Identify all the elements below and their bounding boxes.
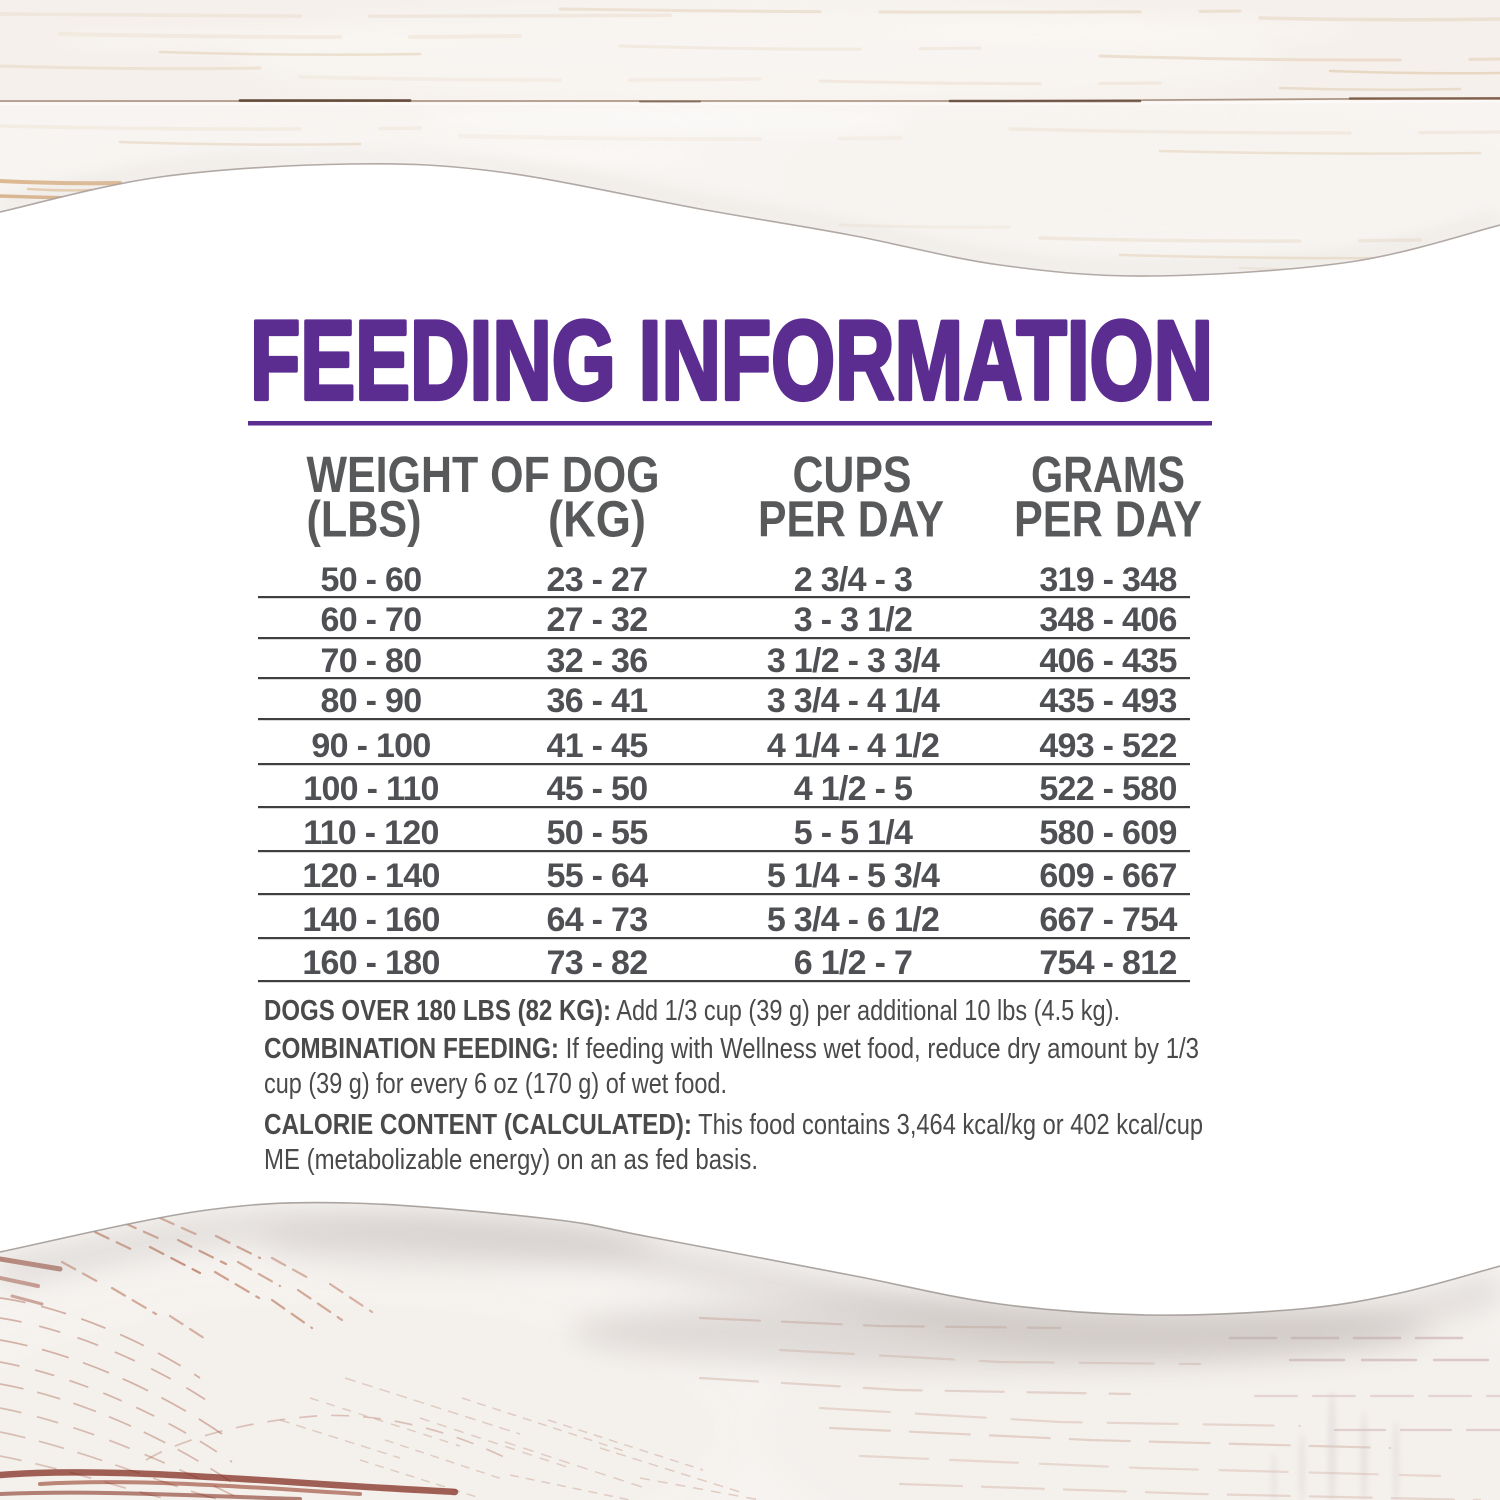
svg-text:319 - 348: 319 - 348 (1039, 561, 1176, 599)
svg-text:50 - 55: 50 - 55 (547, 814, 648, 852)
svg-text:cup (39 g) for every 6 oz (170: cup (39 g) for every 6 oz (170 g) of wet… (264, 1068, 727, 1100)
svg-text:GRAMS: GRAMS (1031, 446, 1185, 503)
svg-text:64 - 73: 64 - 73 (547, 901, 648, 939)
svg-text:WEIGHT OF DOG: WEIGHT OF DOG (307, 446, 660, 503)
svg-text:493 - 522: 493 - 522 (1039, 727, 1176, 765)
svg-text:4 1/2 - 5: 4 1/2 - 5 (794, 770, 912, 808)
svg-text:522 - 580: 522 - 580 (1039, 770, 1176, 808)
svg-text:PER DAY: PER DAY (1014, 491, 1202, 548)
svg-text:90 - 100: 90 - 100 (311, 727, 430, 765)
svg-text:160 - 180: 160 - 180 (302, 944, 439, 982)
svg-text:70 - 80: 70 - 80 (321, 642, 422, 680)
svg-text:(KG): (KG) (548, 491, 646, 548)
svg-text:435 - 493: 435 - 493 (1039, 682, 1176, 720)
svg-text:(LBS): (LBS) (307, 491, 422, 548)
svg-text:23 - 27: 23 - 27 (547, 561, 648, 599)
svg-text:5 1/4 - 5 3/4: 5 1/4 - 5 3/4 (767, 857, 940, 895)
svg-text:80 - 90: 80 - 90 (321, 682, 422, 720)
svg-text:406 - 435: 406 - 435 (1039, 642, 1176, 680)
svg-text:3 - 3 1/2: 3 - 3 1/2 (794, 601, 912, 639)
svg-text:580 - 609: 580 - 609 (1039, 814, 1176, 852)
svg-text:667 - 754: 667 - 754 (1039, 901, 1177, 939)
svg-text:2 3/4 - 3: 2 3/4 - 3 (794, 561, 912, 599)
svg-text:41 - 45: 41 - 45 (547, 727, 648, 765)
svg-text:CUPS: CUPS (793, 446, 912, 503)
svg-text:609 - 667: 609 - 667 (1039, 857, 1176, 895)
svg-text:FEEDING INFORMATION: FEEDING INFORMATION (250, 297, 1213, 423)
svg-text:60 - 70: 60 - 70 (321, 601, 422, 639)
svg-text:55 - 64: 55 - 64 (547, 857, 649, 895)
svg-text:6 1/2 - 7: 6 1/2 - 7 (794, 944, 912, 982)
svg-text:100 - 110: 100 - 110 (303, 770, 439, 808)
svg-text:45 - 50: 45 - 50 (547, 770, 648, 808)
svg-text:3 1/2 - 3 3/4: 3 1/2 - 3 3/4 (767, 642, 940, 680)
svg-text:140 - 160: 140 - 160 (302, 901, 439, 939)
svg-text:5 3/4 - 6 1/2: 5 3/4 - 6 1/2 (767, 901, 939, 939)
svg-text:50 - 60: 50 - 60 (321, 561, 422, 599)
svg-text:348 - 406: 348 - 406 (1039, 601, 1176, 639)
svg-text:3 3/4 - 4 1/4: 3 3/4 - 4 1/4 (767, 682, 940, 720)
svg-text:ME (metabolizable energy) on a: ME (metabolizable energy) on an as fed b… (264, 1144, 758, 1176)
svg-text:COMBINATION FEEDING: If feedin: COMBINATION FEEDING: If feeding with Wel… (264, 1033, 1199, 1065)
svg-text:27 - 32: 27 - 32 (547, 601, 648, 639)
svg-text:120 - 140: 120 - 140 (302, 857, 439, 895)
svg-text:4 1/4 - 4 1/2: 4 1/4 - 4 1/2 (767, 727, 939, 765)
svg-text:110 - 120: 110 - 120 (303, 814, 439, 852)
svg-text:73 - 82: 73 - 82 (547, 944, 648, 982)
svg-text:36 - 41: 36 - 41 (547, 682, 648, 720)
svg-text:PER DAY: PER DAY (758, 491, 944, 548)
svg-text:DOGS OVER 180 LBS (82 KG): Add: DOGS OVER 180 LBS (82 KG): Add 1/3 cup (… (264, 995, 1120, 1027)
svg-text:754 - 812: 754 - 812 (1039, 944, 1176, 982)
svg-text:32 - 36: 32 - 36 (547, 642, 648, 680)
svg-text:5 - 5 1/4: 5 - 5 1/4 (794, 814, 913, 852)
svg-text:CALORIE CONTENT (CALCULATED):: CALORIE CONTENT (CALCULATED): This food … (264, 1109, 1203, 1141)
